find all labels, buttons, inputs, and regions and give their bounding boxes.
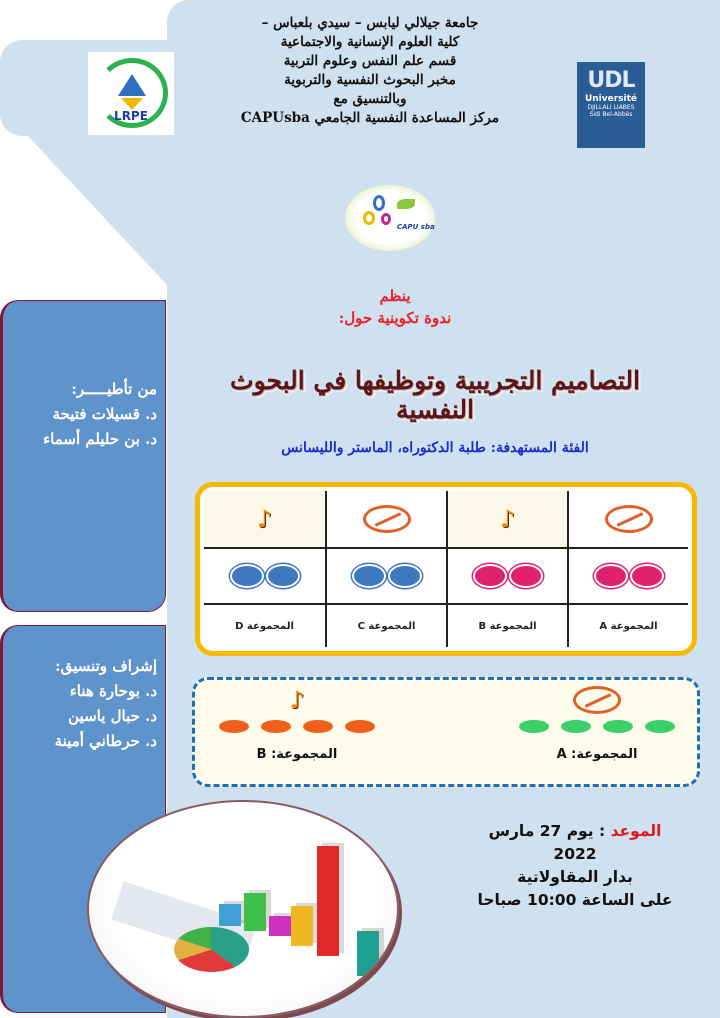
coordinator-name: د. حرطاني أمينة <box>54 732 157 750</box>
event-type: ندوة تكوينية حول: <box>338 309 452 327</box>
institution-header: جامعة جيلالي ليابس – سيدي بلعباس – كلية … <box>220 14 520 128</box>
dots-group-a <box>567 549 688 605</box>
music-note-icon: ♪ <box>446 491 567 549</box>
target-audience: الفئة المستهدفة: طلبة الدكتوراه، الماستر… <box>281 440 589 456</box>
schedule-time: على الساعة 10:00 صباحا <box>477 891 673 909</box>
supervision-heading: من تأطيـــــر: <box>71 380 157 398</box>
supervisor-name: د. قسيلات فتيحة <box>52 405 157 423</box>
header-line: قسم علم النفس وعلوم التربية <box>283 53 457 69</box>
schedule-block: الموعد : يوم 27 مارس 2022 بدار المقاولات… <box>450 820 700 912</box>
group-a-label: المجموعة A <box>599 620 658 632</box>
coordinator-name: د. حبال ياسين <box>68 707 157 725</box>
group-b-label: المجموعة: B <box>256 747 338 762</box>
group-d-label: المجموعة D <box>235 620 294 632</box>
ban-icon <box>573 686 621 714</box>
group-label: المجموعة B <box>446 605 567 647</box>
capu-logo-text: CAPU sba <box>397 223 435 231</box>
dots-group-c <box>325 549 446 605</box>
udl-text: UDL <box>587 68 635 93</box>
header-line: وبالتنسيق مع <box>333 91 407 107</box>
coordination-heading: إشراف وتنسيق: <box>55 657 157 675</box>
background-diagonal <box>27 135 180 285</box>
schedule-label: الموعد <box>610 822 662 840</box>
group-b: ♪ المجموعة: B <box>217 686 377 762</box>
header-line: مركز المساعدة النفسية الجامعي CAPUsba <box>240 110 500 126</box>
supervisor-name: د. بن حليلم أسماء <box>43 430 157 448</box>
lrpe-logo-text: LRPE <box>114 109 148 123</box>
group-label: المجموعة A <box>567 605 688 647</box>
group-label: المجموعة D <box>204 605 325 647</box>
statistics-illustration <box>87 800 399 1018</box>
header-line: مخبر البحوث النفسية والتربوية <box>284 72 456 88</box>
udl-sub: DJILLALI LIABES <box>587 104 635 111</box>
capu-logo: CAPU sba <box>345 185 435 251</box>
organizer-intro: ينظم ندوة تكوينية حول: <box>300 285 490 329</box>
ban-icon <box>325 491 446 549</box>
schedule-year: 2022 <box>553 845 597 863</box>
four-group-design-table: ♪ ♪ المجموعة A المجموعة B المجموعة C الم… <box>195 482 697 656</box>
group-a-label: المجموعة: A <box>556 747 638 762</box>
group-b-label: المجموعة B <box>478 620 537 632</box>
udl-name: Université <box>584 94 638 104</box>
music-note-icon: ♪ <box>204 491 325 549</box>
schedule-day: : يوم 27 مارس <box>488 822 606 840</box>
ban-icon <box>567 491 688 549</box>
university-logo: UDL Université DJILLALI LIABES Sidi Bel-… <box>577 62 645 148</box>
dots-group-d <box>204 549 325 605</box>
supervision-panel: من تأطيـــــر: د. قسيلات فتيحة د. بن حلي… <box>0 300 166 612</box>
event-title: التصاميم التجريبية وتوظيفها في البحوث ال… <box>230 366 640 424</box>
group-a: المجموعة: A <box>517 686 677 762</box>
organizes-text: ينظم <box>379 287 411 305</box>
header-line: كلية العلوم الإنسانية والاجتماعية <box>280 34 460 50</box>
dots-group-b <box>446 549 567 605</box>
music-note-icon: ♪ <box>289 686 305 714</box>
lrpe-logo: LRPE <box>88 52 174 135</box>
group-label: المجموعة C <box>325 605 446 647</box>
header-line: جامعة جيلالي ليابس – سيدي بلعباس – <box>261 15 479 31</box>
schedule-place: بدار المقاولاتية <box>517 868 633 886</box>
group-c-label: المجموعة C <box>357 620 416 632</box>
two-group-design: المجموعة: A ♪ المجموعة: B <box>192 677 700 787</box>
coordinator-name: د. بوحارة هناء <box>69 682 157 700</box>
udl-city: Sidi Bel-Abbès <box>589 111 633 118</box>
